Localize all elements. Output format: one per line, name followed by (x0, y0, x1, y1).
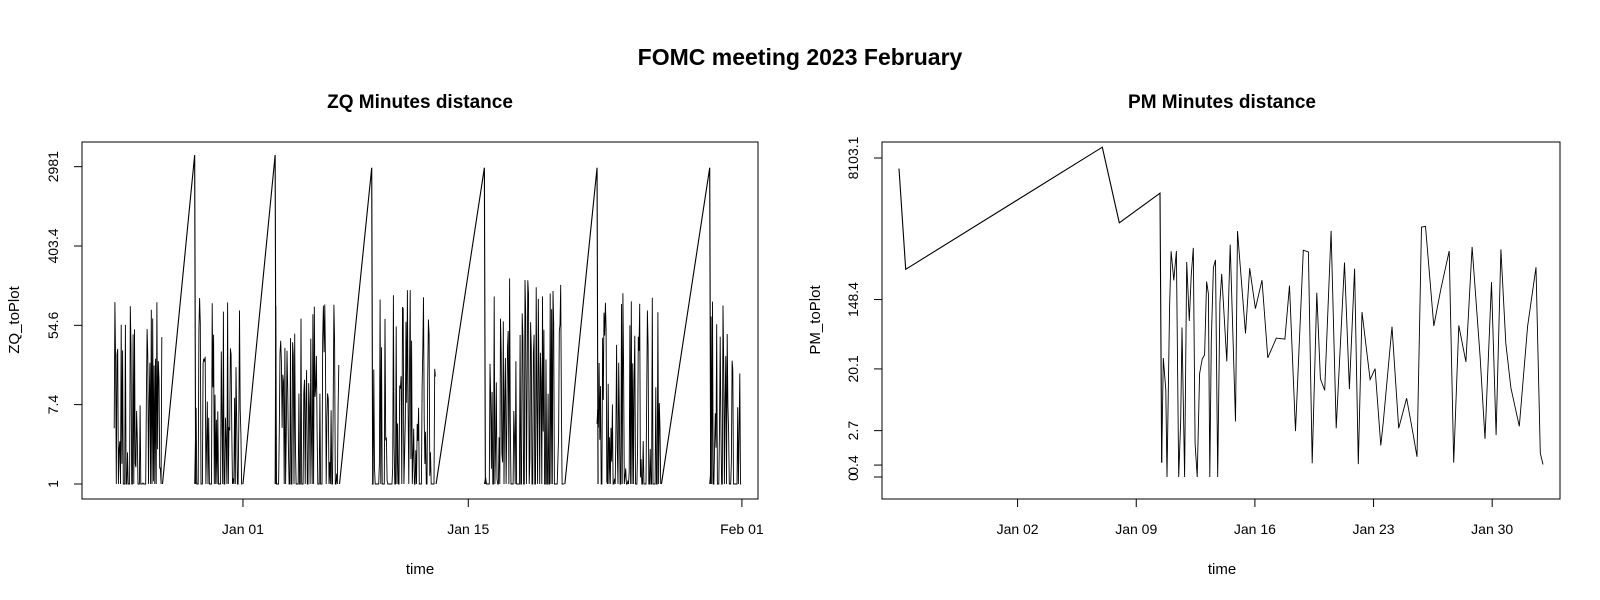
zq-x-tick-label: Jan 15 (447, 521, 489, 537)
pm-y-axis: 00.4 2.7 20.1 148.4 8103.1 (845, 136, 883, 481)
zq-burst-line (194, 297, 243, 485)
zq-ramp-line (242, 154, 277, 485)
zq-burst-line (709, 301, 742, 485)
zq-burst-line (274, 304, 340, 485)
zq-ramp-line (161, 154, 197, 485)
zq-ramp-line (338, 167, 374, 485)
pm-x-tick-label: Jan 30 (1471, 521, 1513, 537)
zq-burst-line (371, 290, 436, 485)
zq-burst-line (483, 278, 565, 485)
zq-y-axis: 1 7.4 54.6 403.4 2981 (45, 151, 83, 488)
pm-y-axis-label: PM_toPlot (807, 285, 824, 355)
pm-y-tick-label: 0 (845, 473, 861, 481)
zq-x-axis-label: time (406, 561, 434, 578)
pm-panel: PM Minutes distance 00.4 2.7 20.1 148.4 8103… (807, 92, 1561, 578)
pm-x-tick-label: Jan 16 (1234, 521, 1276, 537)
pm-y-tick-label: 0.4 (845, 455, 861, 475)
zq-ramp-line (660, 167, 712, 485)
zq-x-tick-label: Feb 01 (720, 521, 764, 537)
figure-title: FOMC meeting 2023 February (637, 44, 963, 70)
zq-ramp-line (564, 167, 599, 485)
zq-ramp-line (435, 167, 486, 485)
zq-y-tick-label: 403.4 (45, 228, 61, 263)
zq-y-tick-label: 7.4 (45, 395, 61, 415)
pm-x-tick-label: Jan 02 (997, 521, 1039, 537)
zq-panel: ZQ Minutes distance 1 7.4 54.6 403.4 2981 Ja… (6, 92, 764, 578)
pm-y-tick-label: 8103.1 (845, 136, 861, 179)
zq-burst-line (596, 293, 662, 485)
pm-plot-frame (881, 141, 1561, 500)
pm-series-line (898, 146, 1544, 478)
pm-x-axis-label: time (1208, 561, 1236, 578)
zq-y-tick-label: 54.6 (45, 311, 61, 338)
zq-panel-title: ZQ Minutes distance (327, 92, 513, 113)
pm-y-tick-label: 20.1 (845, 355, 861, 382)
pm-x-axis: Jan 02 Jan 09 Jan 16 Jan 23 Jan 30 (997, 498, 1513, 537)
zq-x-tick-label: Jan 01 (222, 521, 264, 537)
pm-y-tick-label: 148.4 (845, 282, 861, 317)
pm-panel-title: PM Minutes distance (1128, 92, 1316, 113)
zq-y-tick-label: 1 (45, 480, 61, 488)
zq-y-tick-label: 2981 (45, 151, 61, 182)
pm-x-tick-label: Jan 23 (1353, 521, 1395, 537)
zq-y-axis-label: ZQ_toPlot (6, 285, 23, 353)
pm-burst-line (1161, 225, 1544, 478)
pm-x-tick-label: Jan 09 (1115, 521, 1157, 537)
pm-y-tick-label: 2.7 (845, 421, 861, 441)
zq-series-line (113, 154, 742, 485)
zq-x-axis: Jan 01 Jan 15 Feb 01 (222, 498, 764, 537)
pm-initial-line (898, 146, 1163, 463)
zq-burst-line (113, 302, 163, 485)
